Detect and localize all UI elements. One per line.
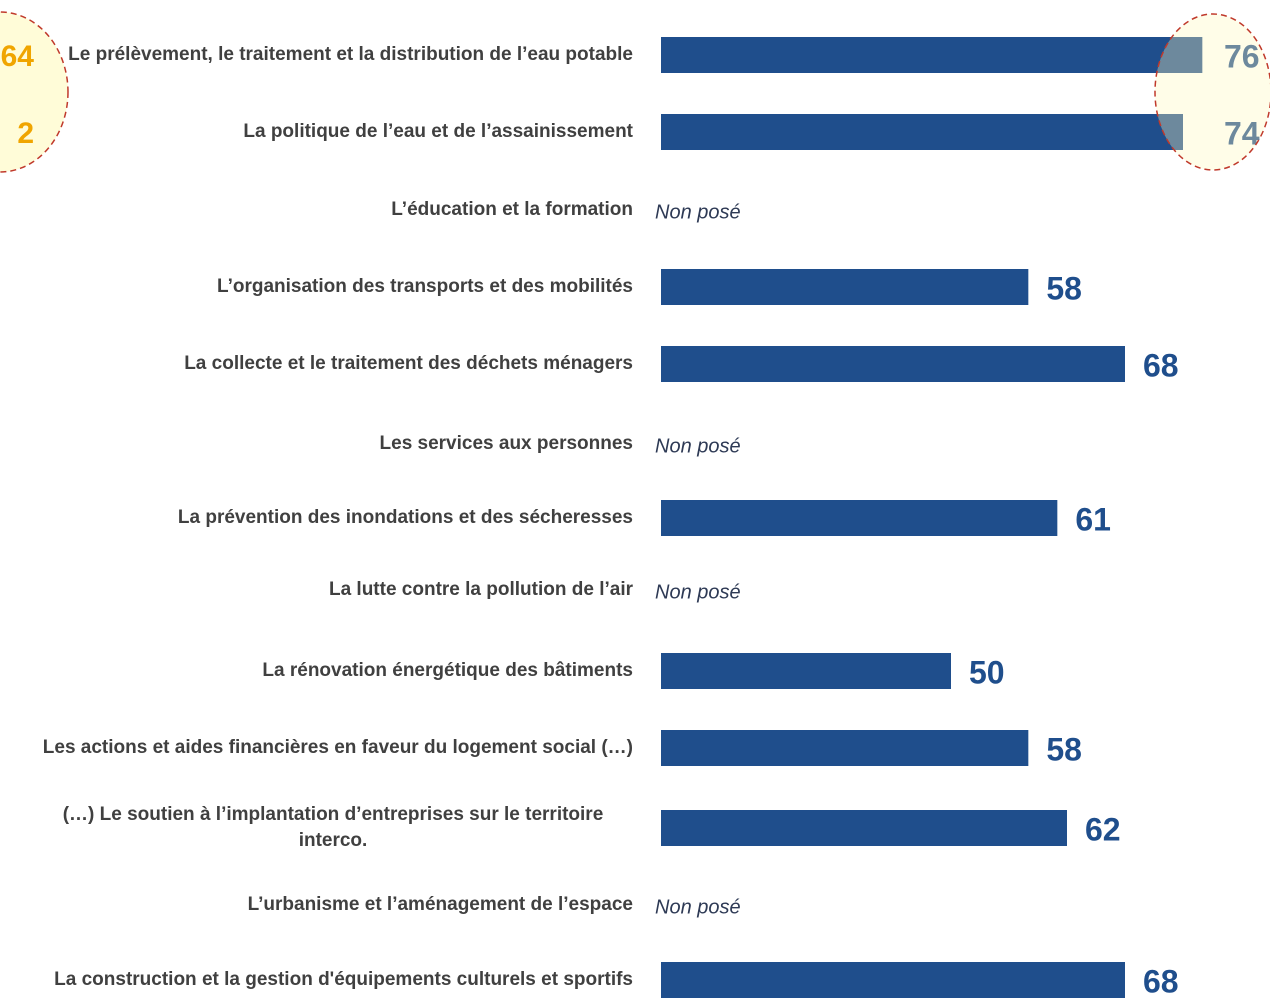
annotation: 2 <box>17 117 34 150</box>
not-asked-label: Non posé <box>655 581 741 604</box>
bar <box>661 346 1125 382</box>
category-label: La lutte contre la pollution de l’air <box>328 579 633 600</box>
highlight-circle <box>1154 13 1270 171</box>
category-label: L’éducation et la formation <box>391 199 633 220</box>
category-label: L’urbanisme et l’aménagement de l’espace <box>247 894 633 915</box>
not-asked-label: Non posé <box>655 201 741 224</box>
bar <box>661 730 1029 766</box>
value-label: 58 <box>1046 731 1082 767</box>
category-label: La construction et la gestion d'équipeme… <box>54 969 633 990</box>
bar <box>661 500 1058 536</box>
bar <box>661 114 1183 150</box>
category-label: Les actions et aides financières en fave… <box>42 737 633 758</box>
category-label: La politique de l’eau et de l’assainisse… <box>243 121 633 142</box>
bar <box>661 810 1067 846</box>
category-label: Les services aux personnes <box>379 433 633 454</box>
category-label: La prévention des inondations et des séc… <box>177 507 633 528</box>
category-label: La rénovation énergétique des bâtiments <box>262 660 633 681</box>
category-label: (…) Le soutien à l’implantation d’entrep… <box>62 804 604 851</box>
bar <box>661 653 951 689</box>
category-label: L’organisation des transports et des mob… <box>217 276 633 297</box>
bar <box>661 962 1125 998</box>
value-label: 58 <box>1046 270 1082 306</box>
value-label: 68 <box>1143 347 1179 383</box>
value-label: 74 <box>1224 115 1260 151</box>
category-label: La collecte et le traitement des déchets… <box>184 353 633 374</box>
annotation: 64 <box>1 40 35 73</box>
value-label: 50 <box>969 654 1005 690</box>
value-label: 61 <box>1075 501 1111 537</box>
value-label: 76 <box>1224 38 1260 74</box>
highlight-circle <box>0 11 69 173</box>
not-asked-label: Non posé <box>655 435 741 458</box>
category-label: Le prélèvement, le traitement et la dist… <box>68 44 633 65</box>
value-label: 68 <box>1143 963 1179 999</box>
not-asked-label: Non posé <box>655 896 741 919</box>
bar <box>661 269 1029 305</box>
bar <box>661 37 1203 73</box>
value-label: 62 <box>1085 811 1121 847</box>
